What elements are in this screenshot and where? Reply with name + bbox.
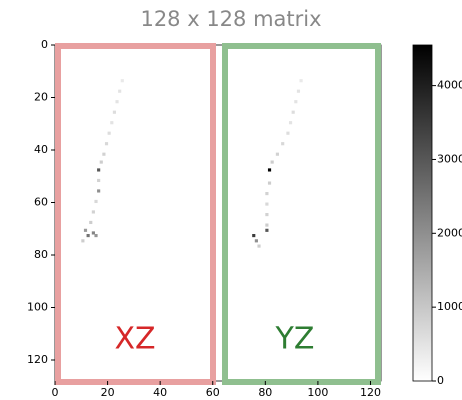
cell <box>267 168 272 172</box>
cell <box>267 181 272 185</box>
colorbar-tick-label: 4000 <box>437 79 462 92</box>
chart-title: 128 x 128 matrix <box>140 7 321 31</box>
cell <box>257 244 261 248</box>
cell <box>83 228 88 232</box>
cell <box>265 223 269 227</box>
x-tick-label: 60 <box>206 386 220 399</box>
y-tick-label: 100 <box>27 301 48 314</box>
cell <box>112 110 116 114</box>
cell <box>91 231 95 235</box>
cell <box>120 79 124 83</box>
cell <box>265 228 269 232</box>
x-tick-label: 20 <box>101 386 115 399</box>
y-tick-label: 80 <box>34 248 48 261</box>
x-tick-label: 80 <box>258 386 272 399</box>
y-tick-label: 120 <box>27 353 48 366</box>
cell <box>254 239 258 243</box>
cell <box>97 189 101 193</box>
x-tick-label: 0 <box>52 386 59 399</box>
panel-label: XZ <box>114 322 155 357</box>
cell <box>275 152 279 156</box>
cell <box>81 239 85 243</box>
cell <box>97 168 101 172</box>
cell <box>97 178 101 183</box>
y-tick-label: 60 <box>34 196 48 209</box>
y-tick-label: 40 <box>34 143 48 156</box>
cell <box>110 121 114 125</box>
cell <box>296 89 301 93</box>
panel-label: YZ <box>275 322 315 357</box>
y-tick-label: 0 <box>41 38 48 51</box>
cell <box>252 234 256 238</box>
cell <box>291 110 295 114</box>
x-tick-label: 100 <box>307 386 328 399</box>
cell <box>288 121 293 125</box>
cell <box>99 160 103 164</box>
cell <box>265 213 269 217</box>
yz-box <box>222 43 381 385</box>
cell <box>270 160 274 164</box>
cell <box>265 202 269 206</box>
cell <box>286 131 290 135</box>
plot-area <box>54 44 382 382</box>
cell <box>115 100 119 104</box>
colorbar-tick-label: 1000 <box>437 300 462 313</box>
cell <box>299 79 303 83</box>
cell <box>294 100 298 104</box>
cell <box>94 199 98 204</box>
colorbar-tick-label: 0 <box>437 374 444 387</box>
cell <box>102 152 106 156</box>
x-tick-label: 120 <box>360 386 381 399</box>
cell <box>89 220 93 225</box>
xz-box <box>55 43 216 385</box>
cell <box>94 234 98 238</box>
y-tick-label: 20 <box>34 91 48 104</box>
colorbar-tick-label: 2000 <box>437 226 462 239</box>
cell <box>86 234 90 238</box>
cell <box>104 142 109 146</box>
cell <box>91 210 95 214</box>
colorbar <box>412 44 433 382</box>
cell <box>118 89 122 93</box>
colorbar-tick-label: 3000 <box>437 152 462 165</box>
cell <box>265 192 269 196</box>
x-tick-label: 40 <box>153 386 167 399</box>
cell <box>107 131 111 135</box>
cell <box>281 142 285 146</box>
